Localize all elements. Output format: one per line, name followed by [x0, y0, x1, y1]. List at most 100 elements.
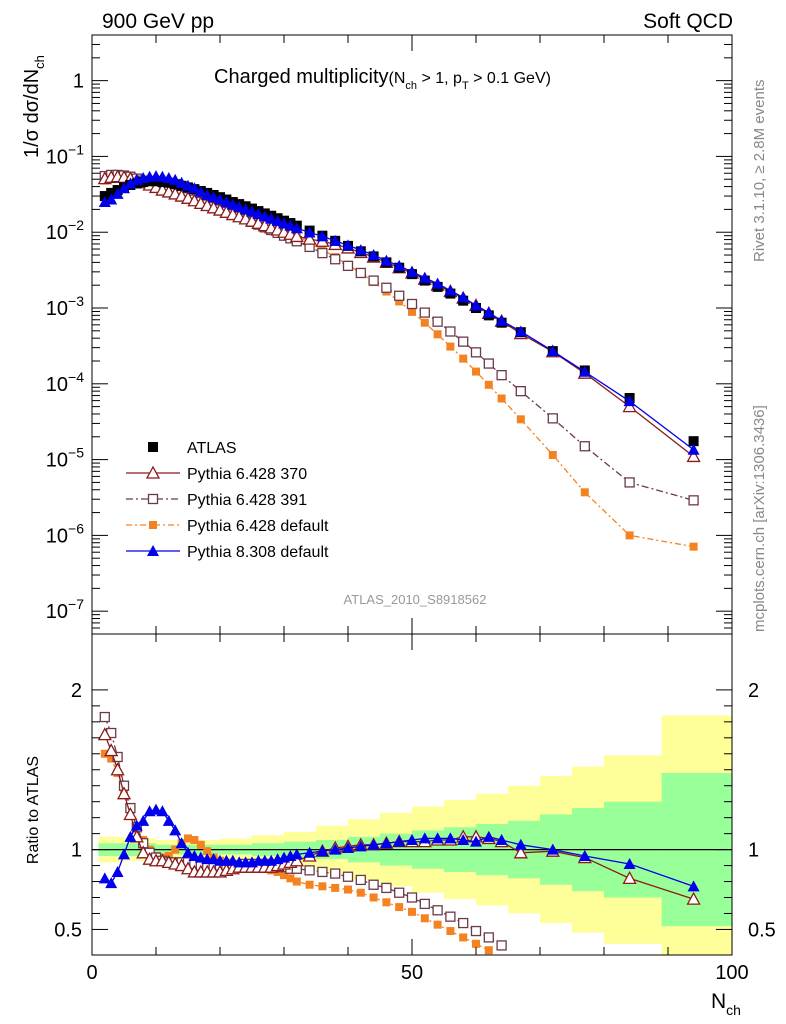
data-point — [625, 531, 634, 540]
ratio-point — [623, 857, 636, 869]
ratio-point — [130, 819, 143, 831]
series-pythia-8-308-default — [98, 170, 700, 455]
main-frame — [91, 34, 733, 635]
data-point — [329, 234, 342, 246]
ratio-point — [318, 882, 327, 891]
data-point — [354, 244, 367, 256]
ratio-point — [292, 877, 301, 886]
data-point — [252, 207, 265, 219]
data-point — [624, 477, 635, 488]
ratio-point — [175, 837, 188, 849]
data-point — [239, 203, 252, 215]
data-point — [420, 318, 429, 327]
ratio-point — [472, 939, 480, 948]
ratio-point — [445, 911, 456, 922]
data-point — [182, 179, 194, 191]
ratio-point — [116, 786, 132, 800]
data-point — [342, 239, 354, 251]
data-point — [342, 260, 354, 271]
data-point — [265, 212, 278, 224]
ratio-point — [169, 824, 182, 836]
y-tick-label: 10−3 — [46, 293, 84, 320]
data-point — [316, 230, 329, 242]
ratio-point — [367, 838, 380, 850]
data-point — [546, 345, 559, 357]
ratio-point — [514, 838, 527, 850]
data-point — [220, 196, 233, 208]
data-point — [408, 307, 416, 316]
ratio-point — [513, 845, 528, 859]
data-point — [106, 187, 117, 198]
data-point — [496, 370, 507, 381]
ratio-point — [123, 807, 138, 821]
ratio-point — [484, 946, 493, 955]
data-point — [380, 254, 393, 266]
ratio-panel: 0.5 0.5 1 1 2 2 0 50 100 — [54, 633, 776, 984]
ratio-point — [329, 843, 342, 855]
ratio-point — [331, 883, 340, 892]
data-point — [317, 247, 328, 259]
data-point — [105, 193, 118, 205]
ratio-point — [408, 907, 416, 916]
data-point — [433, 330, 442, 339]
ratio-point — [495, 834, 508, 846]
ratio-point — [136, 845, 151, 859]
data-point — [483, 358, 494, 369]
ratio-ylabel: Ratio to ATLAS — [25, 756, 42, 864]
header-left: 900 GeV pp — [102, 10, 214, 33]
ratio-point — [418, 832, 431, 844]
data-point — [419, 307, 430, 318]
legend-entry: Pythia 6.428 370 — [126, 465, 307, 483]
ratio-point — [578, 849, 591, 861]
legend-entry: ATLAS — [148, 440, 237, 457]
ratio-series-pythia-8-308-default — [98, 803, 700, 892]
data-point — [444, 284, 457, 296]
y-tick-label: 10−2 — [46, 217, 84, 244]
ratio-point — [304, 865, 315, 876]
legend-marker — [149, 521, 157, 529]
xlabel: Nch — [711, 990, 741, 1018]
ratio-point — [99, 711, 110, 723]
ratio-point — [124, 830, 137, 842]
data-point — [514, 325, 527, 337]
ratio-point — [446, 927, 455, 936]
ratio-point — [196, 840, 205, 849]
data-point — [482, 306, 495, 318]
y-tick-label: 10−6 — [46, 520, 84, 547]
ratio-point — [100, 749, 109, 758]
data-point — [406, 298, 418, 310]
data-point — [111, 187, 124, 199]
ratio-point — [342, 842, 354, 853]
y-tick-label: 10−7 — [46, 596, 84, 623]
data-point — [258, 210, 271, 222]
data-point — [303, 226, 316, 238]
main-panel: 10−7 10−6 10−5 10−4 10−3 10−2 10−1 1 — [46, 34, 733, 635]
ratio-point — [381, 882, 392, 894]
data-point — [393, 259, 406, 271]
data-point — [271, 214, 284, 226]
data-point — [355, 267, 366, 279]
ratio-point — [432, 905, 443, 916]
data-point — [395, 297, 404, 306]
ratio-point — [457, 834, 470, 846]
ratio-point — [483, 932, 494, 943]
data-point — [233, 200, 246, 212]
data-point — [381, 282, 392, 293]
legend: ATLAS Pythia 6.428 370 Pythia 6.428 391 Pyt… — [126, 440, 329, 561]
ratio-point — [686, 891, 701, 905]
legend-label: Pythia 6.428 default — [187, 518, 329, 535]
chart-title: Charged multiplicity(Nch > 1, pT > 0.1 G… — [214, 66, 551, 92]
data-point — [124, 177, 137, 189]
ratio-point — [369, 893, 378, 902]
data-point — [580, 488, 589, 497]
rivet-label: Rivet 3.1.10, ≥ 2.8M events — [751, 80, 768, 263]
header-right: Soft QCD — [643, 10, 733, 33]
ratio-point — [344, 885, 352, 894]
data-point — [623, 395, 636, 407]
data-point — [246, 205, 258, 217]
ratio-point — [303, 846, 316, 858]
data-point — [284, 219, 297, 231]
ratio-point — [482, 830, 495, 842]
mcplots-label: mcplots.cern.ch [arXiv:1306.3436] — [751, 405, 768, 632]
ratio-point — [162, 814, 175, 826]
